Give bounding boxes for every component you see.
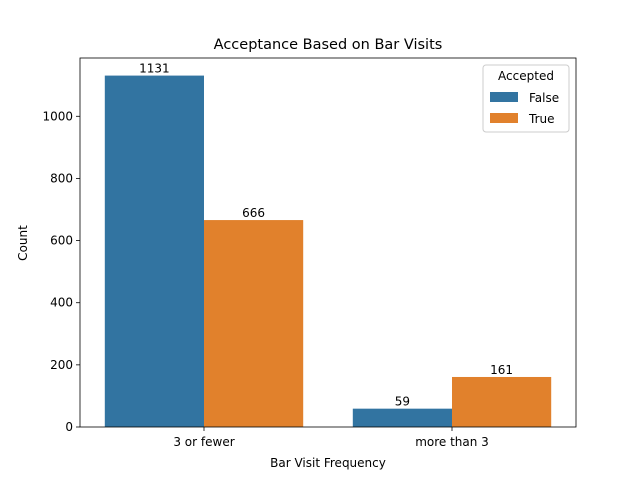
legend-label-false: False: [529, 91, 559, 105]
y-axis-label: Count: [16, 225, 30, 261]
legend-title: Accepted: [498, 69, 554, 83]
x-tick-label: more than 3: [415, 435, 489, 449]
bar-true-1: [204, 220, 304, 427]
bar-label-false-2: 59: [395, 395, 410, 409]
bar-false-2: [352, 408, 452, 427]
bar-label-false-1: 1131: [139, 62, 170, 76]
chart-title: Acceptance Based on Bar Visits: [214, 37, 443, 53]
bar-label-true-2: 161: [490, 363, 513, 377]
y-tick-label: 1000: [42, 109, 73, 123]
legend-label-true: True: [528, 112, 555, 126]
plot-area: 1131 666 3 or fewer 59 161 more than 3 0 200 400…: [42, 57, 577, 449]
y-tick-label: 600: [50, 234, 73, 248]
legend: Accepted False True: [482, 64, 570, 133]
x-axis-label: Bar Visit Frequency: [270, 456, 386, 470]
x-tick-label: 3 or fewer: [173, 435, 234, 449]
plot-frame: [79, 57, 577, 428]
y-tick-label: 800: [50, 171, 73, 185]
bar-false-1: [104, 75, 204, 427]
bar-true-2: [452, 376, 552, 427]
legend-swatch-true: [490, 113, 518, 123]
y-tick-label: 0: [65, 420, 73, 434]
y-tick-label: 200: [50, 358, 73, 372]
bar-label-true-1: 666: [242, 206, 265, 220]
legend-swatch-false: [490, 92, 518, 102]
y-tick-label: 400: [50, 296, 73, 310]
